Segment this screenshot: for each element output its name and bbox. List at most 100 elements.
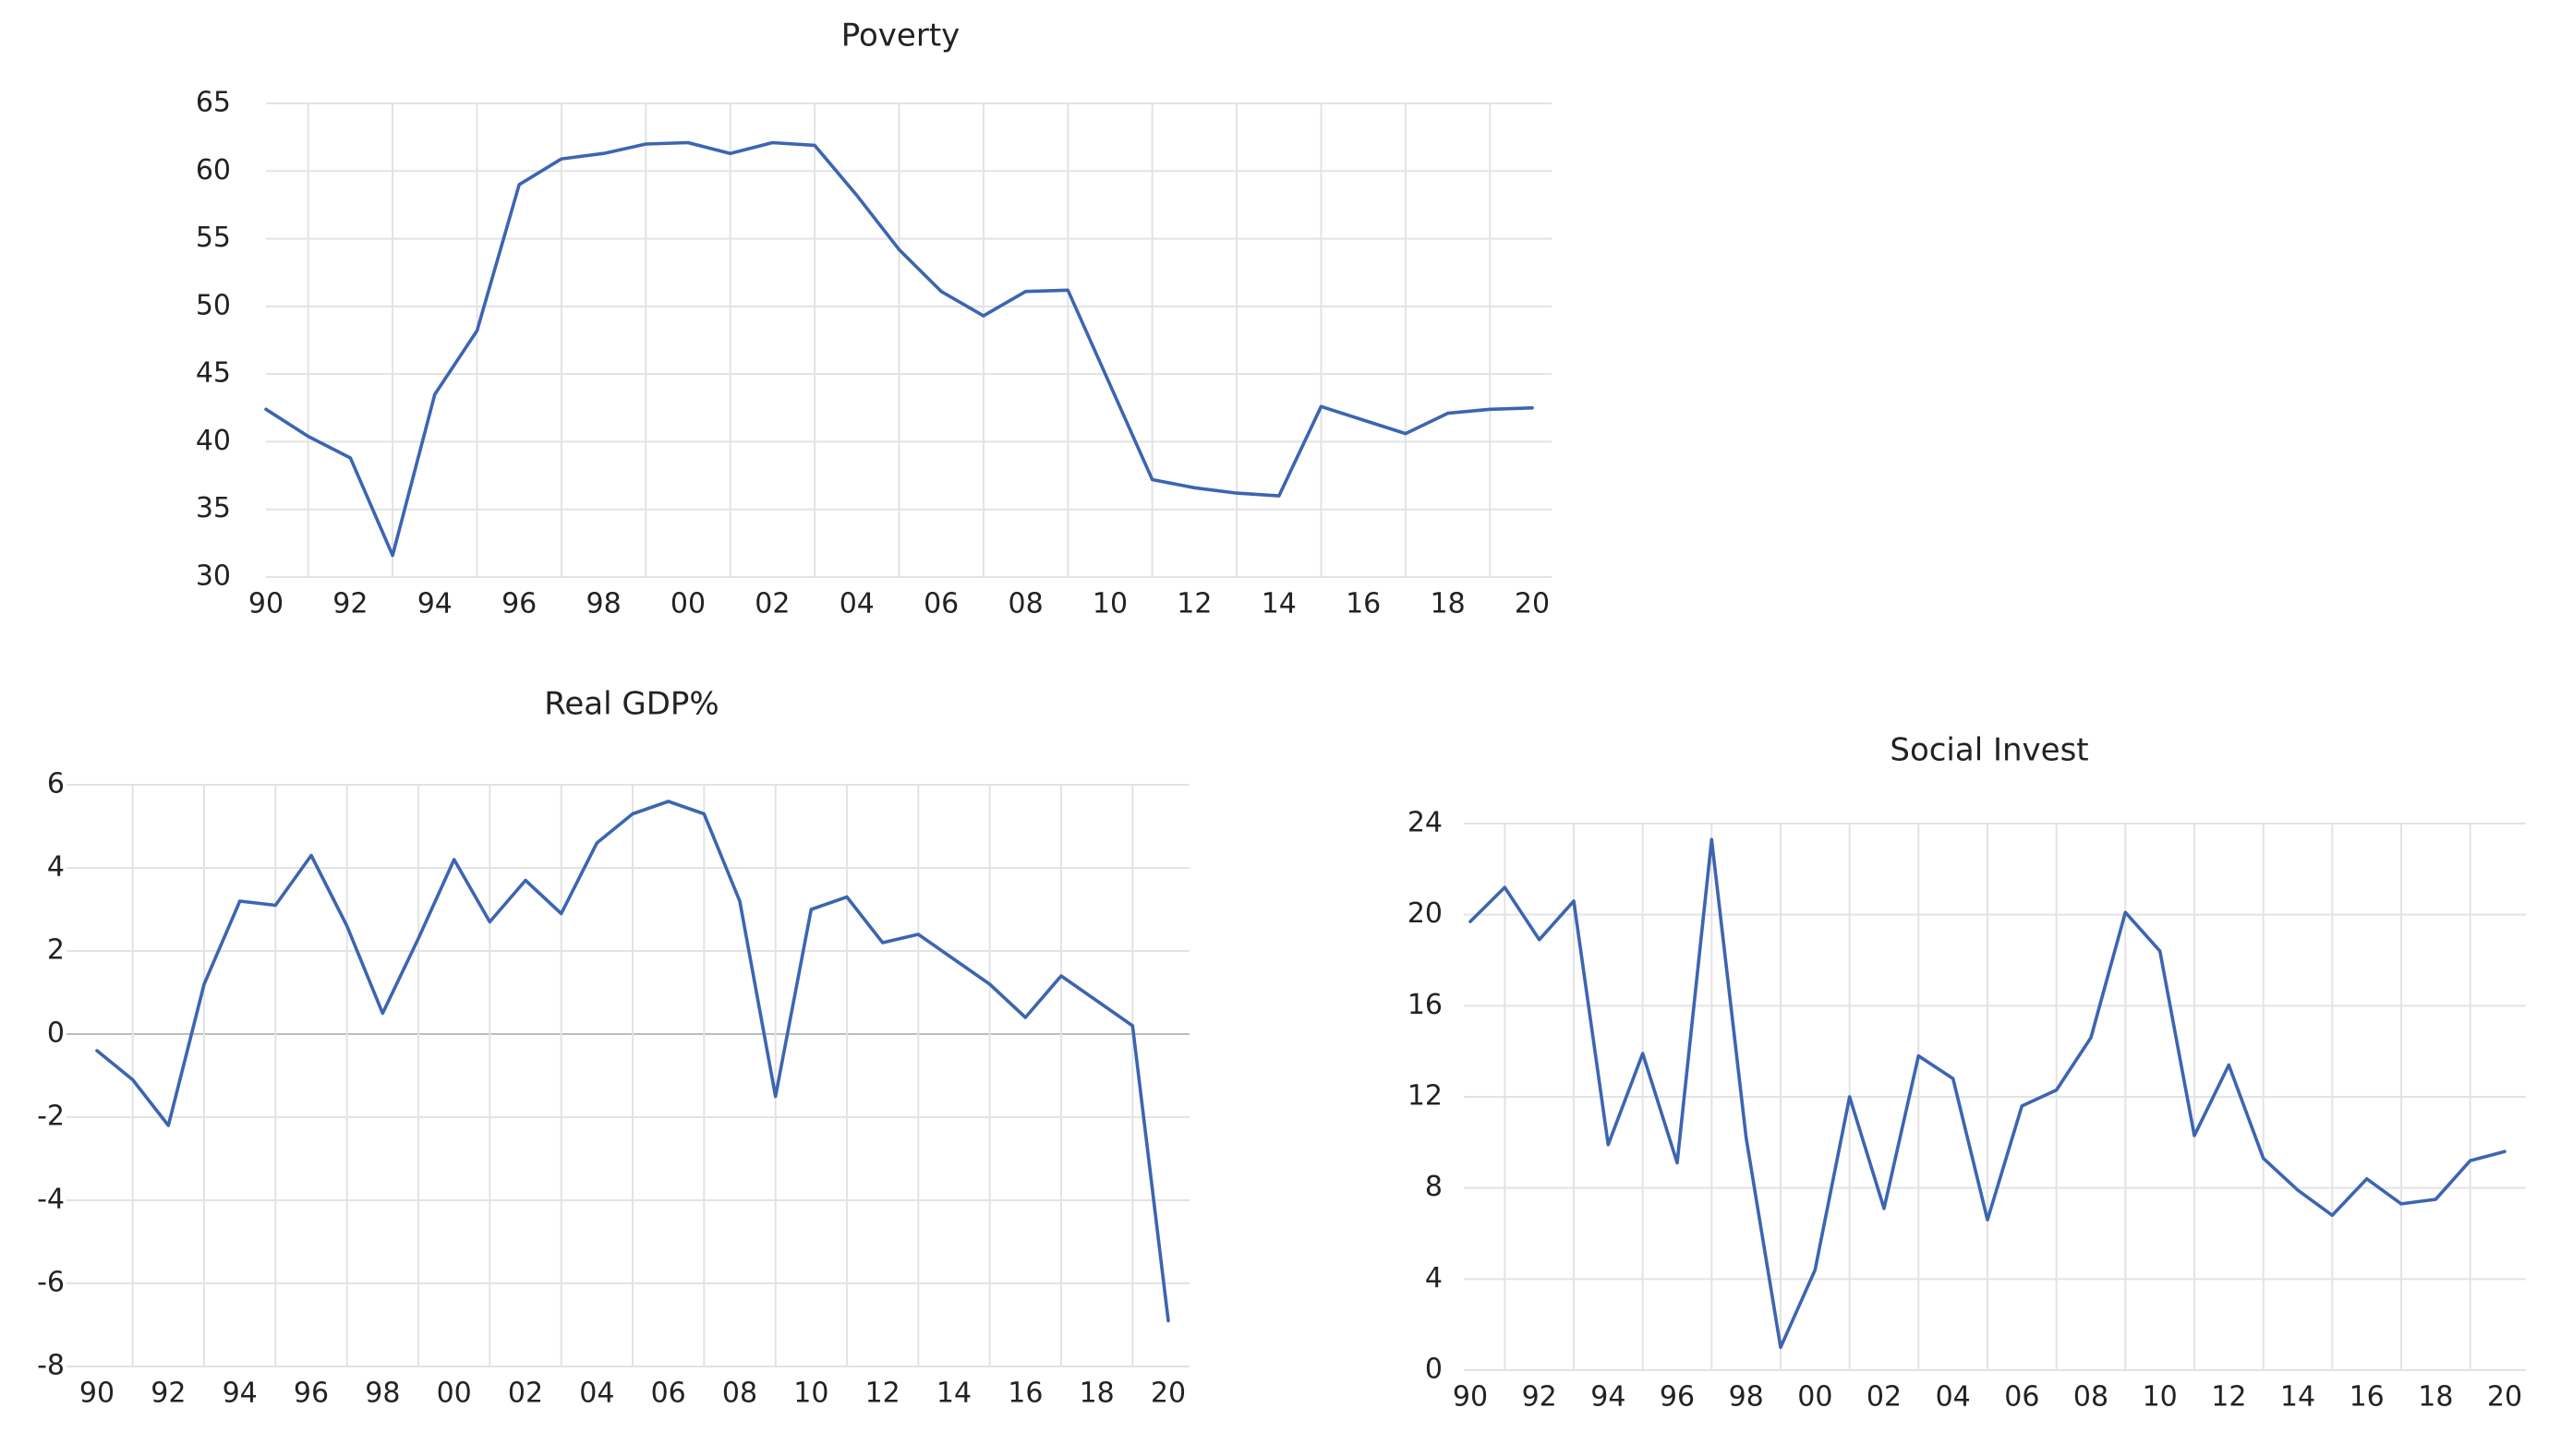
real-gdp-data-point bbox=[309, 854, 313, 858]
poverty-data-point bbox=[1404, 432, 1407, 436]
poverty-x-tick-label: 14 bbox=[1262, 588, 1297, 620]
social-invest-data-point bbox=[2193, 1134, 2196, 1137]
poverty-x-tick-label: 08 bbox=[1009, 588, 1044, 620]
social-invest-x-tick-label: 94 bbox=[1590, 1381, 1625, 1414]
poverty-data-point bbox=[1108, 383, 1112, 387]
poverty-data-point bbox=[517, 183, 521, 187]
social-invest-x-tick-label: 00 bbox=[1797, 1381, 1832, 1414]
real-gdp-data-point bbox=[560, 912, 563, 916]
poverty-y-tick-label: 60 bbox=[196, 154, 231, 187]
poverty-data-point bbox=[1446, 412, 1450, 415]
real-gdp-data-point bbox=[1023, 1016, 1027, 1019]
social-invest-x-tick-label: 20 bbox=[2487, 1381, 2522, 1414]
social-invest-x-tick-label: 98 bbox=[1729, 1381, 1764, 1414]
poverty-data-point bbox=[1192, 486, 1196, 489]
social-invest-data-point bbox=[1572, 899, 1576, 903]
real-gdp-x-tick-label: 16 bbox=[1008, 1378, 1043, 1410]
poverty-x-tick-label: 90 bbox=[248, 588, 284, 620]
social-invest-x-tick-label: 14 bbox=[2280, 1381, 2315, 1414]
social-invest-y-tick-label: 8 bbox=[1425, 1171, 1443, 1203]
real-gdp-data-point bbox=[631, 812, 634, 816]
real-gdp-data-point bbox=[738, 899, 742, 903]
poverty-y-tick-label: 50 bbox=[196, 289, 231, 321]
real-gdp-x-tick-label: 04 bbox=[579, 1378, 614, 1410]
real-gdp-data-point bbox=[131, 1078, 135, 1082]
poverty-data-point bbox=[348, 456, 352, 460]
social-invest-data-point bbox=[2089, 1036, 2093, 1040]
social-invest-x-tick-label: 06 bbox=[2004, 1381, 2039, 1414]
poverty-data-point bbox=[813, 143, 816, 147]
real-gdp-x-tick-label: 18 bbox=[1080, 1378, 1115, 1410]
poverty-y-tick-label: 35 bbox=[196, 492, 231, 524]
social-invest-x-tick-label: 02 bbox=[1866, 1381, 1902, 1414]
poverty-data-point bbox=[1488, 407, 1492, 411]
social-invest-data-point bbox=[1951, 1077, 1955, 1080]
real-gdp-y-tick-label: 6 bbox=[47, 768, 65, 800]
real-gdp-x-tick-label: 12 bbox=[865, 1378, 900, 1410]
real-gdp-series-line bbox=[95, 800, 1170, 1323]
poverty-x-tick-label: 00 bbox=[670, 588, 706, 620]
real-gdp-x-tick-label: 06 bbox=[651, 1378, 686, 1410]
social-invest-data-point bbox=[1709, 837, 1713, 841]
poverty-title: Poverty bbox=[841, 18, 960, 54]
poverty-data-point bbox=[1066, 288, 1069, 292]
social-invest-data-point bbox=[2158, 949, 2162, 953]
social-invest-y-tick-label: 0 bbox=[1425, 1354, 1443, 1386]
real-gdp-data-point bbox=[453, 858, 456, 861]
poverty-data-point bbox=[602, 151, 606, 155]
social-invest-data-point bbox=[2503, 1149, 2507, 1153]
poverty-x-tick-label: 20 bbox=[1515, 588, 1550, 620]
social-invest-data-point bbox=[1503, 885, 1506, 889]
social-invest-x-tick-label: 96 bbox=[1660, 1381, 1695, 1414]
real-gdp-data-point bbox=[166, 1124, 170, 1127]
social-invest-y-tick-label: 20 bbox=[1407, 897, 1443, 930]
real-gdp-x-tick-label: 90 bbox=[79, 1378, 115, 1410]
poverty-x-tick-label: 94 bbox=[417, 588, 453, 620]
social-invest-data-point bbox=[2365, 1177, 2369, 1181]
poverty-series-line bbox=[264, 140, 1534, 558]
real-gdp-x-tick-label: 20 bbox=[1151, 1378, 1186, 1410]
poverty-y-tick-label: 45 bbox=[196, 357, 231, 390]
poverty-chart: Poverty 30 35 40 45 50 55 60 65 90 92 94 96 98 00 02 04… bbox=[196, 18, 1552, 620]
poverty-x-tick-label: 98 bbox=[586, 588, 622, 620]
poverty-x-tick-label: 12 bbox=[1177, 588, 1212, 620]
real-gdp-data-point bbox=[881, 941, 885, 945]
real-gdp-y-tick-label: 0 bbox=[47, 1017, 65, 1050]
poverty-data-point bbox=[686, 141, 690, 145]
real-gdp-data-point bbox=[95, 1049, 99, 1053]
real-gdp-x-tick-label: 94 bbox=[223, 1378, 258, 1410]
social-invest-x-tick-label: 10 bbox=[2143, 1381, 2178, 1414]
real-gdp-x-tick-label: 14 bbox=[936, 1378, 972, 1410]
real-gdp-data-point bbox=[809, 908, 813, 911]
social-invest-data-point bbox=[2227, 1063, 2230, 1066]
real-gdp-y-tick-label: 2 bbox=[47, 934, 65, 967]
social-invest-x-tick-label: 92 bbox=[1522, 1381, 1557, 1414]
poverty-gridlines bbox=[266, 102, 1552, 578]
real-gdp-data-point bbox=[988, 982, 992, 986]
real-gdp-x-tick-label: 96 bbox=[294, 1378, 329, 1410]
poverty-x-tick-label: 06 bbox=[924, 588, 959, 620]
real-gdp-data-point bbox=[381, 1012, 384, 1016]
poverty-data-point bbox=[1320, 404, 1323, 408]
social-invest-x-tick-label: 12 bbox=[2211, 1381, 2246, 1414]
social-invest-y-tick-label: 12 bbox=[1407, 1080, 1443, 1113]
poverty-data-point bbox=[770, 141, 774, 145]
real-gdp-data-point bbox=[845, 896, 849, 899]
real-gdp-x-tick-label: 02 bbox=[508, 1378, 543, 1410]
social-invest-data-point bbox=[1641, 1052, 1645, 1055]
social-invest-series-line bbox=[1468, 837, 2507, 1350]
poverty-data-point bbox=[1024, 290, 1028, 294]
poverty-x-tick-label: 96 bbox=[501, 588, 537, 620]
social-invest-data-point bbox=[2055, 1089, 2059, 1092]
social-invest-data-point bbox=[2296, 1188, 2300, 1192]
poverty-data-point bbox=[898, 247, 901, 251]
poverty-data-point bbox=[1235, 491, 1238, 495]
poverty-y-tick-label: 40 bbox=[196, 425, 231, 457]
social-invest-x-tick-label: 16 bbox=[2350, 1381, 2385, 1414]
real-gdp-data-point bbox=[667, 800, 670, 803]
social-invest-data-point bbox=[2469, 1159, 2472, 1162]
real-gdp-data-point bbox=[524, 879, 527, 883]
social-invest-data-point bbox=[2399, 1202, 2403, 1206]
